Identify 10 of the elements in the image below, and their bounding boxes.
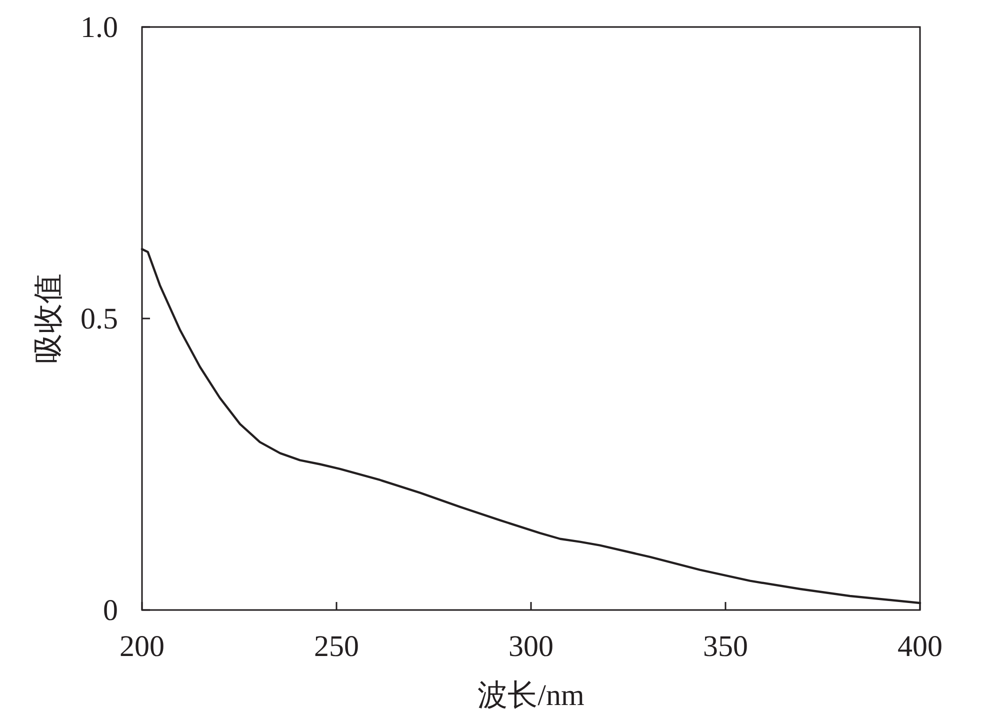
y-tick-label: 1.0: [80, 11, 118, 44]
x-tick-label: 300: [508, 630, 554, 663]
x-tick-label: 350: [703, 630, 748, 663]
y-axis-title: 吸收值: [32, 274, 65, 364]
x-axis-title: 波长/nm: [478, 679, 584, 712]
y-tick-label: 0: [103, 594, 118, 627]
x-tick-label: 250: [314, 630, 359, 663]
x-tick-label: 400: [898, 630, 942, 663]
y-tick-label: 0.5: [80, 302, 118, 336]
x-tick-label: 200: [120, 630, 164, 663]
